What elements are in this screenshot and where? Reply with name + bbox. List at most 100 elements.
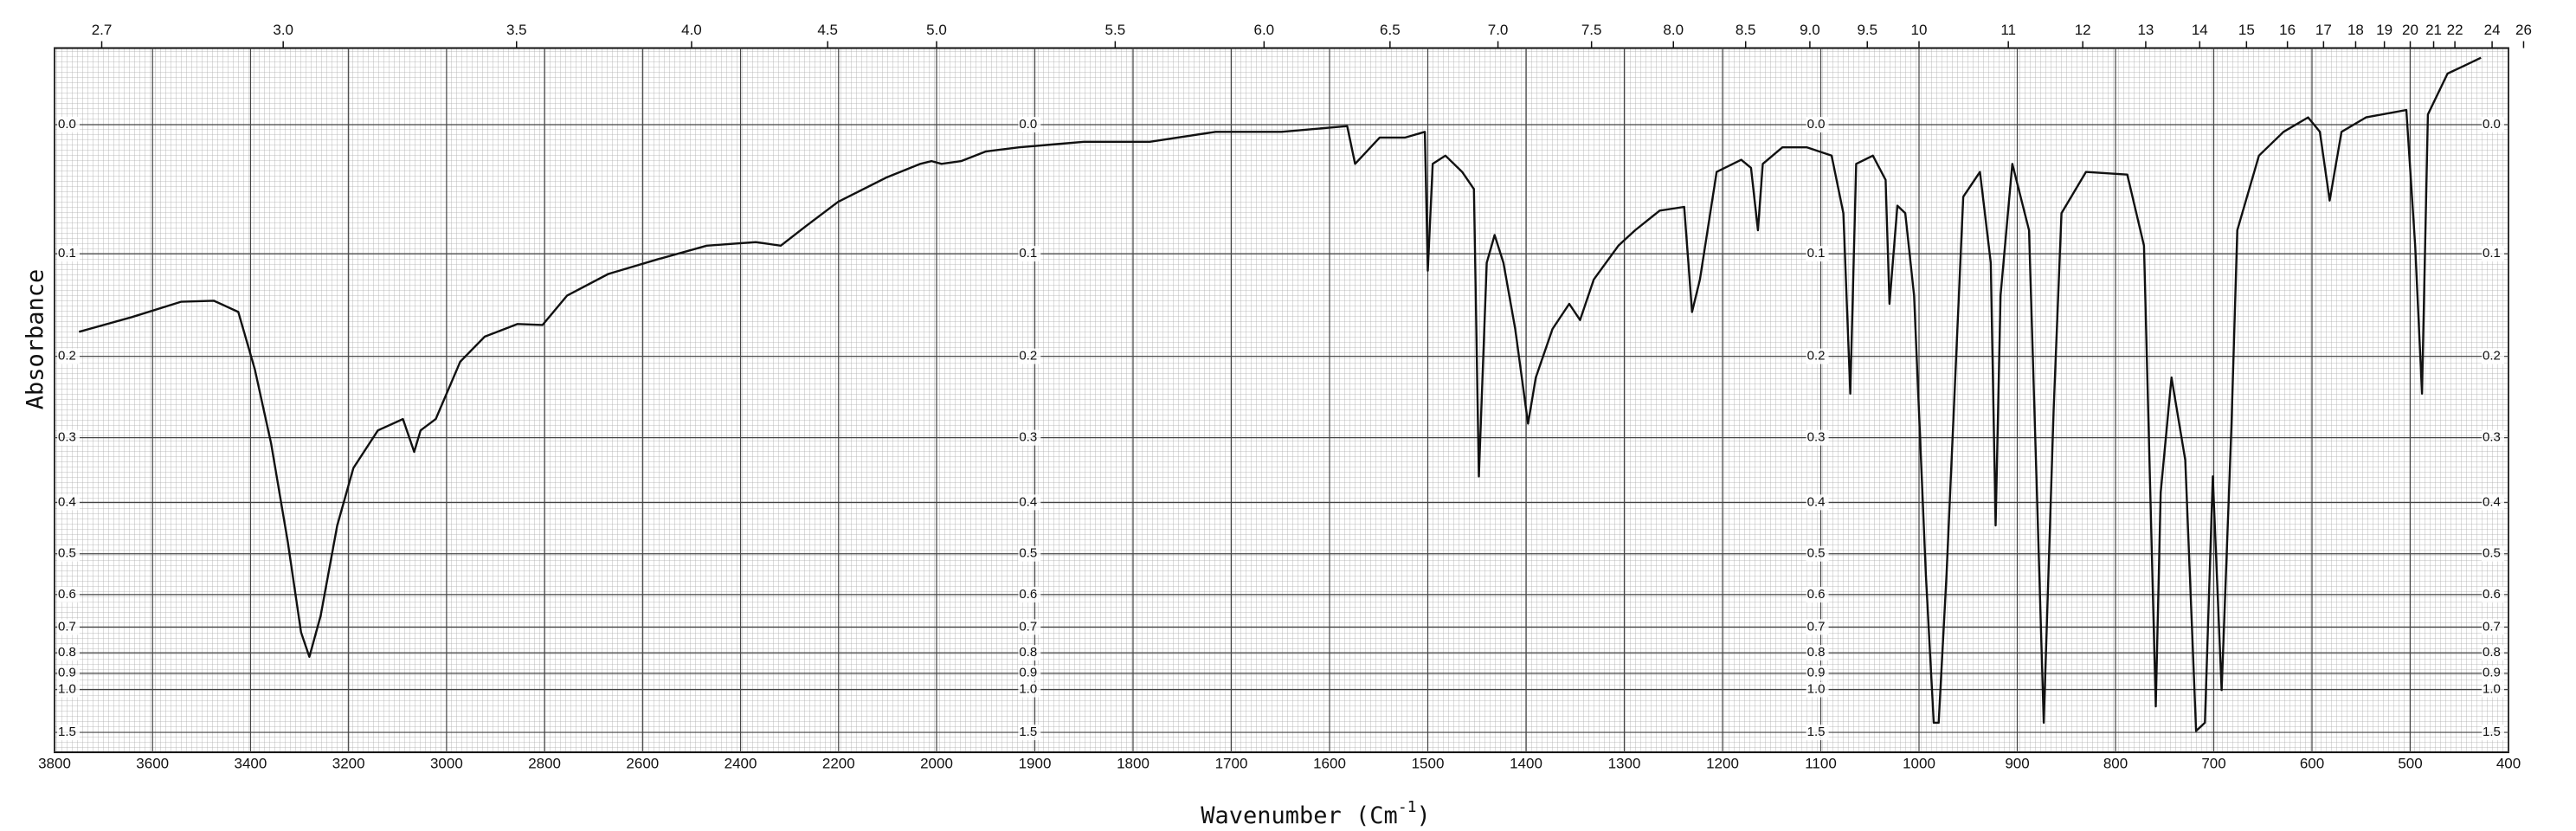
x-tick-label: 1800	[1117, 756, 1150, 772]
chart-paper-grid	[54, 47, 2509, 754]
x-axis-title-text: Wavenumber (Cm	[1201, 802, 1398, 829]
x-tick-label: 3800	[38, 756, 71, 772]
y-tick-label-bg	[1018, 429, 1041, 446]
x2-tick-label: 9.0	[1800, 22, 1820, 38]
y-tick-label-bg	[2482, 665, 2504, 681]
x2-tick-label: 8.5	[1736, 22, 1756, 38]
y-tick-label: 0.2	[58, 349, 76, 364]
x-tick-label: 800	[2103, 756, 2128, 772]
x-tick-label: 700	[2201, 756, 2225, 772]
y-tick-label: 0.9	[58, 666, 76, 680]
y-tick-label: 1.0	[2483, 681, 2501, 696]
y-tick-label-bg	[1806, 117, 1829, 132]
x-tick-label: 900	[2005, 756, 2029, 772]
chart-paper	[54, 47, 2509, 754]
y-tick-label-bg	[2482, 246, 2504, 262]
y-tick-label: 0.6	[58, 587, 76, 602]
y-tick-label: 0.4	[2483, 494, 2501, 509]
y-tick-label-bg	[2482, 681, 2504, 698]
x-tick-label: 1400	[1510, 756, 1542, 772]
y-tick-label: 0.6	[1807, 587, 1826, 602]
y-tick-label: 0.5	[58, 546, 76, 561]
x2-tick-label: 3.5	[506, 22, 527, 38]
y-tick-label-bg	[57, 586, 80, 602]
x-tick-label: 600	[2300, 756, 2324, 772]
y-axis-title: Absorbance	[23, 269, 49, 410]
y-tick-label: 0.9	[2483, 666, 2501, 680]
y-tick-label: 0.6	[2483, 587, 2501, 602]
x2-tick-label: 14	[2192, 22, 2208, 38]
y-tick-label: 0.3	[1019, 430, 1037, 445]
x2-tick-label: 20	[2402, 22, 2418, 38]
y-tick-label-bg	[2482, 645, 2504, 661]
y-tick-label: 1.5	[1019, 725, 1037, 739]
y-tick-label-bg	[1806, 429, 1829, 446]
x2-tick-label: 4.0	[681, 22, 702, 38]
x2-tick-label: 7.5	[1581, 22, 1602, 38]
x2-tick-label: 17	[2315, 22, 2332, 38]
y-tick-label-bg	[1018, 494, 1041, 511]
y-tick-label: 0.1	[2483, 246, 2501, 261]
x2-tick-label: 10	[1911, 22, 1928, 38]
y-tick-label-bg	[57, 725, 80, 741]
x2-tick-label: 4.5	[817, 22, 838, 38]
x-tick-label: 1000	[1903, 756, 1935, 772]
grid: 3800 3600 3400 3200 3000 2800 2600 2400 2200 2000…	[38, 22, 2532, 772]
x2-tick-label: 13	[2137, 22, 2154, 38]
y-tick-label: 0.3	[2483, 430, 2501, 445]
y-tick-label-bg	[57, 117, 80, 132]
y-tick-label: 0.2	[1019, 349, 1037, 364]
x2-tick-label: 7.0	[1488, 22, 1509, 38]
y-tick-label-bg	[1806, 619, 1829, 635]
y-tick-label: 0.0	[1019, 117, 1037, 132]
x2-tick-label: 8.0	[1663, 22, 1684, 38]
y-tick-label: 0.1	[1019, 246, 1037, 261]
y-tick-label: 0.7	[58, 619, 76, 634]
y-tick-label: 0.5	[1807, 546, 1826, 561]
x2-tick-label: 16	[2279, 22, 2296, 38]
y-tick-label: 0.8	[58, 645, 76, 660]
x2-tick-label: 3.0	[273, 22, 293, 38]
x2-tick-label: 2.7	[92, 22, 113, 38]
y-tick-label-bg	[1806, 348, 1829, 364]
x-tick-label: 2800	[528, 756, 561, 772]
y-tick-label-bg	[2482, 117, 2504, 132]
y-tick-label: 1.5	[1807, 725, 1826, 739]
y-tick-label-bg	[2482, 725, 2504, 741]
x-tick-label: 2400	[724, 756, 757, 772]
x2-tick-label: 19	[2376, 22, 2392, 38]
y-tick-label-bg	[57, 246, 80, 262]
y-tick-label: 0.5	[2483, 546, 2501, 561]
y-tick-label: 1.0	[58, 681, 76, 696]
x-tick-label: 3200	[332, 756, 365, 772]
y-tick-label-bg	[57, 619, 80, 635]
y-tick-label: 0.8	[2483, 645, 2501, 660]
y-tick-label: 1.0	[1807, 681, 1826, 696]
y-tick-label-bg	[2482, 429, 2504, 446]
x-axis-title-text: )	[1417, 802, 1431, 829]
y-tick-label: 0.4	[1019, 494, 1037, 509]
x2-tick-label: 5.0	[926, 22, 947, 38]
x-axis-title-sup: -1	[1398, 798, 1417, 816]
x-tick-label: 1100	[1805, 756, 1837, 772]
x-tick-label: 3400	[235, 756, 267, 772]
x2-tick-label: 5.5	[1105, 22, 1126, 38]
x2-tick-label: 26	[2515, 22, 2532, 38]
y-tick-label-bg	[1018, 681, 1041, 698]
y-tick-label: 0.0	[58, 117, 76, 132]
y-tick-label: 0.0	[2483, 117, 2501, 132]
y-tick-label: 0.3	[58, 430, 76, 445]
y-tick-label: 0.0	[1807, 117, 1826, 132]
y-tick-label-bg	[57, 494, 80, 511]
x-tick-label: 1600	[1313, 756, 1346, 772]
x2-tick-label: 6.0	[1254, 22, 1275, 38]
y-tick-label: 1.0	[1019, 681, 1037, 696]
x2-tick-label: 22	[2447, 22, 2463, 38]
x2-tick-label: 18	[2347, 22, 2364, 38]
y-tick-label-bg	[1018, 619, 1041, 635]
y-tick-label: 0.7	[2483, 619, 2501, 634]
y-tick-label: 0.6	[1019, 587, 1037, 602]
y-tick-label-bg	[1806, 681, 1829, 698]
y-tick-label: 0.9	[1019, 666, 1037, 680]
y-tick-label: 0.7	[1019, 619, 1037, 634]
